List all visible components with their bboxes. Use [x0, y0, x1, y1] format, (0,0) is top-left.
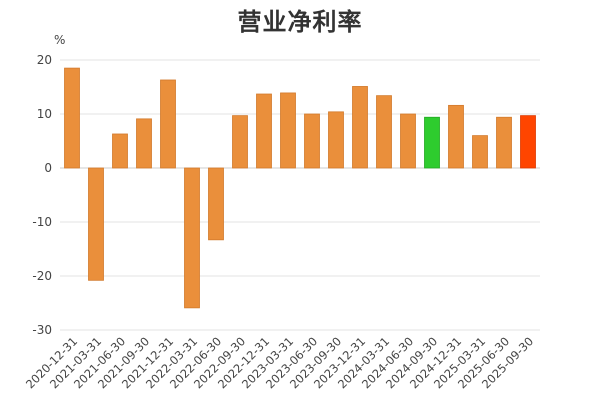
bar-2025-06-30 — [496, 116, 512, 169]
x-axis-labels: 2020-12-312021-03-312021-06-302021-09-30… — [23, 334, 536, 391]
bar-2022-09-30 — [232, 115, 248, 169]
bars — [64, 67, 536, 309]
bar-2023-12-31 — [352, 86, 368, 169]
bar-2021-06-30 — [112, 133, 128, 169]
bar-2020-12-31 — [64, 67, 80, 169]
bar-2024-03-31 — [376, 95, 392, 169]
bar-2022-12-31 — [256, 93, 272, 169]
bar-2024-09-30 — [424, 116, 440, 169]
bar-2024-06-30 — [400, 113, 416, 169]
bar-2022-06-30 — [208, 167, 224, 241]
bar-2023-03-31 — [280, 92, 296, 169]
bar-2021-09-30 — [136, 118, 152, 169]
y-tick-label: -30 — [32, 323, 52, 337]
y-tick-label: 0 — [44, 161, 52, 175]
bar-2025-09-30 — [520, 115, 536, 169]
y-tick-label: 10 — [37, 107, 52, 121]
bar-2024-12-31 — [448, 104, 464, 169]
grid-lines — [60, 59, 540, 331]
y-axis-unit: % — [54, 33, 65, 47]
bar-2022-03-31 — [184, 167, 200, 309]
bar-2023-09-30 — [328, 111, 344, 169]
y-axis-ticks: 20 10 0 -10 -20 -30 — [32, 53, 52, 337]
bar-2021-12-31 — [160, 79, 176, 169]
y-tick-label: -20 — [32, 269, 52, 283]
chart-title: 营业净利率 — [237, 8, 363, 36]
y-tick-label: -10 — [32, 215, 52, 229]
y-tick-label: 20 — [37, 53, 52, 67]
bar-2025-03-31 — [472, 135, 488, 169]
bar-2021-03-31 — [88, 167, 104, 281]
bar-2023-06-30 — [304, 113, 320, 169]
